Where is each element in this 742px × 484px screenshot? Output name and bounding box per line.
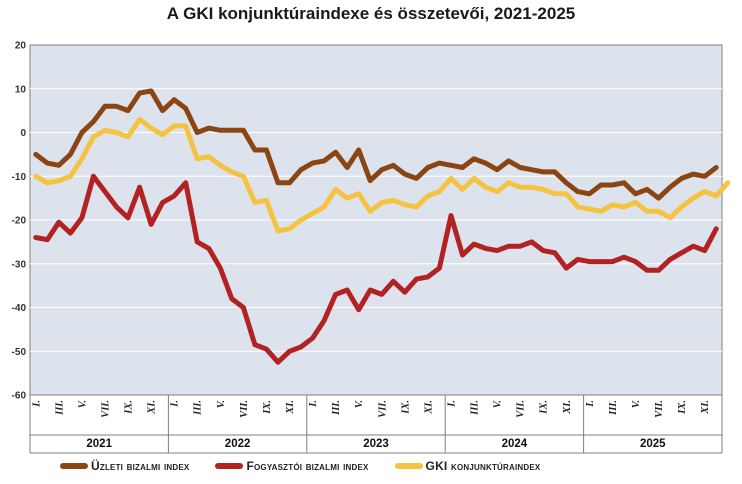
x-tick-label: III.	[54, 400, 65, 416]
year-label: 2021	[86, 438, 112, 450]
y-tick-label: -30	[12, 259, 27, 270]
year-label: 2023	[363, 438, 389, 450]
x-tick-label: IX.	[539, 400, 550, 415]
y-tick-label: 20	[15, 41, 27, 52]
y-tick-label: -20	[12, 216, 27, 227]
year-label: 2022	[225, 438, 251, 450]
legend-item: Fogyasztói bizalmi index	[215, 459, 368, 473]
series-line-1	[33, 88, 719, 201]
y-axis: 20 10 0 -10 -20 -30 -40 -50 -60	[12, 41, 27, 402]
y-tick-label: 0	[20, 128, 26, 139]
x-tick-label: XI.	[285, 400, 296, 415]
y-tick-label: -40	[12, 303, 27, 314]
year-label: 2024	[502, 438, 528, 450]
x-tick-label: IX.	[400, 400, 411, 415]
x-tick-label: XI.	[423, 400, 434, 415]
series-line-2	[33, 173, 719, 365]
x-tick-label: VII.	[516, 400, 527, 418]
series-lines	[33, 88, 731, 365]
x-tick-label: V.	[77, 400, 88, 408]
x-tick-label: I.	[585, 400, 596, 408]
chart-title: A GKI konjunktúraindexe és összetevői, 2…	[166, 4, 576, 23]
legend-label: GKI konjunktúraindex	[425, 459, 541, 473]
x-axis: I. III. V. VII. IX. XI. 2021 I. III. V. VII. IX. XI.…	[29, 395, 723, 454]
x-tick-label: XI.	[147, 400, 158, 415]
x-tick-label: III.	[193, 400, 204, 416]
x-tick-label: III.	[331, 400, 342, 416]
x-tick-label: VII.	[100, 400, 111, 418]
x-tick-label: I.	[170, 400, 181, 408]
x-tick-label: XI.	[562, 400, 573, 415]
legend-item: Üzleti bizalmi index	[60, 459, 189, 473]
x-tick-label: VII.	[239, 400, 250, 418]
legend: Üzleti bizalmi index Fogyasztói bizalmi i…	[60, 456, 740, 476]
legend-label: Üzleti bizalmi index	[91, 459, 190, 473]
x-tick-label: V.	[493, 400, 504, 408]
x-tick-label: VII.	[377, 400, 388, 418]
series-line-3	[33, 116, 731, 234]
y-tick-label: -60	[12, 391, 27, 402]
x-tick-label: V.	[631, 400, 642, 408]
legend-item: GKI konjunktúraindex	[394, 459, 541, 473]
x-tick-label: III.	[608, 400, 619, 416]
x-tick-label: V.	[354, 400, 365, 408]
x-tick-label: III.	[470, 400, 481, 416]
x-tick-label: I.	[31, 400, 42, 408]
y-tick-label: -10	[12, 172, 27, 183]
year-label: 2025	[640, 438, 666, 450]
x-tick-label: IX.	[677, 400, 688, 415]
x-tick-label: IX.	[262, 400, 273, 415]
x-tick-label: XI.	[700, 400, 711, 415]
x-tick-label: I.	[308, 400, 319, 408]
legend-swatch	[394, 463, 423, 469]
x-tick-label: V.	[216, 400, 227, 408]
legend-swatch	[60, 463, 88, 469]
y-tick-label: -50	[12, 347, 27, 358]
x-tick-label: I.	[446, 400, 457, 408]
x-tick-label: VII.	[654, 400, 665, 418]
x-tick-label: IX.	[124, 400, 135, 415]
legend-swatch	[215, 463, 244, 469]
y-tick-label: 10	[15, 84, 27, 95]
legend-label: Fogyasztói bizalmi index	[246, 459, 369, 473]
